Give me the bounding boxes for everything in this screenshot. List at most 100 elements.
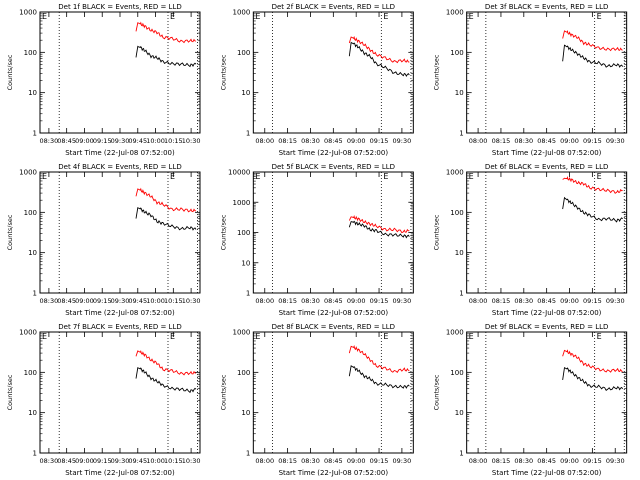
x-tick-label: 09:15 (93, 297, 112, 305)
event-marker-label: E (42, 12, 47, 21)
y-tick-label: 100 (237, 369, 250, 377)
y-tick-label: 1 (246, 290, 250, 298)
x-tick-label: 09:15 (583, 457, 602, 465)
y-tick-label: 10 (241, 409, 250, 417)
chart-title: Det 6f BLACK = Events, RED = LLD (485, 163, 608, 171)
x-tick-label: 09:00 (560, 137, 579, 145)
x-tick-label: 08:45 (324, 137, 343, 145)
event-marker-label: E (383, 172, 388, 181)
x-tick-label: 08:00 (469, 297, 488, 305)
chart-title: Det 8f BLACK = Events, RED = LLD (272, 323, 395, 331)
chart-title: Det 7f BLACK = Events, RED = LLD (58, 323, 181, 331)
y-tick-label: 1 (459, 450, 463, 458)
series-line-events (562, 196, 623, 223)
y-tick-label: 10 (28, 249, 37, 257)
x-tick-label: 10:30 (182, 297, 201, 305)
x-tick-label: 08:00 (255, 297, 274, 305)
y-tick-label: 10 (455, 409, 464, 417)
x-tick-label: 10:00 (146, 297, 165, 305)
x-tick-label: 09:00 (347, 457, 366, 465)
y-axis-label: Counts/sec (433, 374, 441, 410)
plot-frame (252, 11, 414, 134)
chart-panel-7: Det 7f BLACK = Events, RED = LLD Counts/s… (6, 323, 201, 477)
series-line-lld (348, 345, 410, 373)
x-tick-label: 08:30 (514, 137, 533, 145)
chart-panel-5: Det 5f BLACK = Events, RED = LLD Counts/s… (219, 163, 414, 317)
event-marker-label: E (42, 172, 47, 181)
x-tick-label: 08:45 (537, 137, 556, 145)
x-tick-label: 09:00 (75, 297, 94, 305)
y-tick-label: 100 (237, 229, 250, 237)
chart-panel-8: Det 8f BLACK = Events, RED = LLD Counts/s… (219, 323, 414, 477)
x-axis-label: Start Time (22-Jul-08 07:52:00) (492, 149, 602, 157)
x-tick-label: 09:45 (128, 457, 147, 465)
event-marker-label: E (170, 332, 175, 341)
event-marker-label: E (597, 172, 602, 181)
x-tick-label: 10:15 (164, 297, 183, 305)
x-tick-label: 08:45 (57, 297, 76, 305)
x-tick-label: 10:30 (182, 137, 201, 145)
series-line-events (135, 206, 197, 231)
y-axis-label: Counts/sec (219, 214, 227, 250)
plot-frame (466, 331, 628, 454)
x-tick-label: 10:00 (146, 137, 165, 145)
y-axis-label: Counts/sec (433, 54, 441, 90)
x-axis-label: Start Time (22-Jul-08 07:52:00) (65, 309, 175, 317)
series-line-events (348, 41, 410, 78)
y-tick-label: 1 (246, 450, 250, 458)
event-marker-label: E (469, 332, 474, 341)
x-tick-label: 09:15 (583, 297, 602, 305)
x-tick-label: 08:30 (40, 457, 59, 465)
x-tick-label: 10:15 (164, 137, 183, 145)
y-tick-label: 1000 (446, 329, 464, 337)
series-line-lld (348, 35, 410, 64)
event-marker-label: E (597, 332, 602, 341)
series-line-events (348, 220, 410, 239)
y-tick-label: 100 (450, 49, 463, 57)
x-tick-label: 09:30 (393, 297, 412, 305)
x-tick-label: 09:15 (370, 457, 389, 465)
plot-frame (39, 331, 201, 454)
x-tick-label: 08:00 (469, 457, 488, 465)
x-axis-label: Start Time (22-Jul-08 07:52:00) (279, 149, 389, 157)
plot-frame (252, 331, 414, 454)
x-tick-label: 09:45 (128, 297, 147, 305)
series-line-lld (135, 187, 196, 213)
series-line-events (135, 45, 197, 68)
series-line-lld (562, 29, 623, 52)
x-tick-label: 09:30 (111, 457, 130, 465)
y-tick-label: 1000 (233, 329, 251, 337)
chart-panel-9: Det 9f BLACK = Events, RED = LLD Counts/s… (433, 323, 628, 477)
y-axis-label: Counts/sec (6, 54, 14, 90)
y-tick-label: 10000 (228, 169, 250, 177)
chart-title: Det 4f BLACK = Events, RED = LLD (58, 163, 181, 171)
event-marker-label: E (42, 332, 47, 341)
plot-frame (252, 171, 414, 294)
y-tick-label: 10 (28, 409, 37, 417)
event-marker-label: E (383, 332, 388, 341)
x-tick-label: 08:00 (469, 137, 488, 145)
series-line-events (348, 365, 410, 389)
event-marker-label: E (170, 172, 175, 181)
y-tick-label: 1 (246, 130, 250, 138)
x-tick-label: 09:00 (75, 457, 94, 465)
x-tick-label: 09:30 (393, 457, 412, 465)
chart-title: Det 9f BLACK = Events, RED = LLD (485, 323, 608, 331)
x-axis-label: Start Time (22-Jul-08 07:52:00) (65, 469, 175, 477)
y-tick-label: 100 (450, 369, 463, 377)
x-tick-label: 09:00 (347, 297, 366, 305)
y-tick-label: 1 (459, 130, 463, 138)
x-tick-label: 08:30 (301, 297, 320, 305)
y-tick-label: 1000 (19, 9, 37, 17)
x-tick-label: 08:15 (492, 137, 511, 145)
y-tick-label: 1 (33, 130, 37, 138)
y-tick-label: 1000 (233, 9, 251, 17)
x-axis-label: Start Time (22-Jul-08 07:52:00) (279, 469, 389, 477)
event-marker-label: E (469, 12, 474, 21)
x-axis-label: Start Time (22-Jul-08 07:52:00) (279, 309, 389, 317)
x-tick-label: 09:15 (583, 137, 602, 145)
chart-panel-4: Det 4f BLACK = Events, RED = LLD Counts/s… (6, 163, 201, 317)
x-tick-label: 09:00 (560, 297, 579, 305)
y-tick-label: 1 (33, 450, 37, 458)
